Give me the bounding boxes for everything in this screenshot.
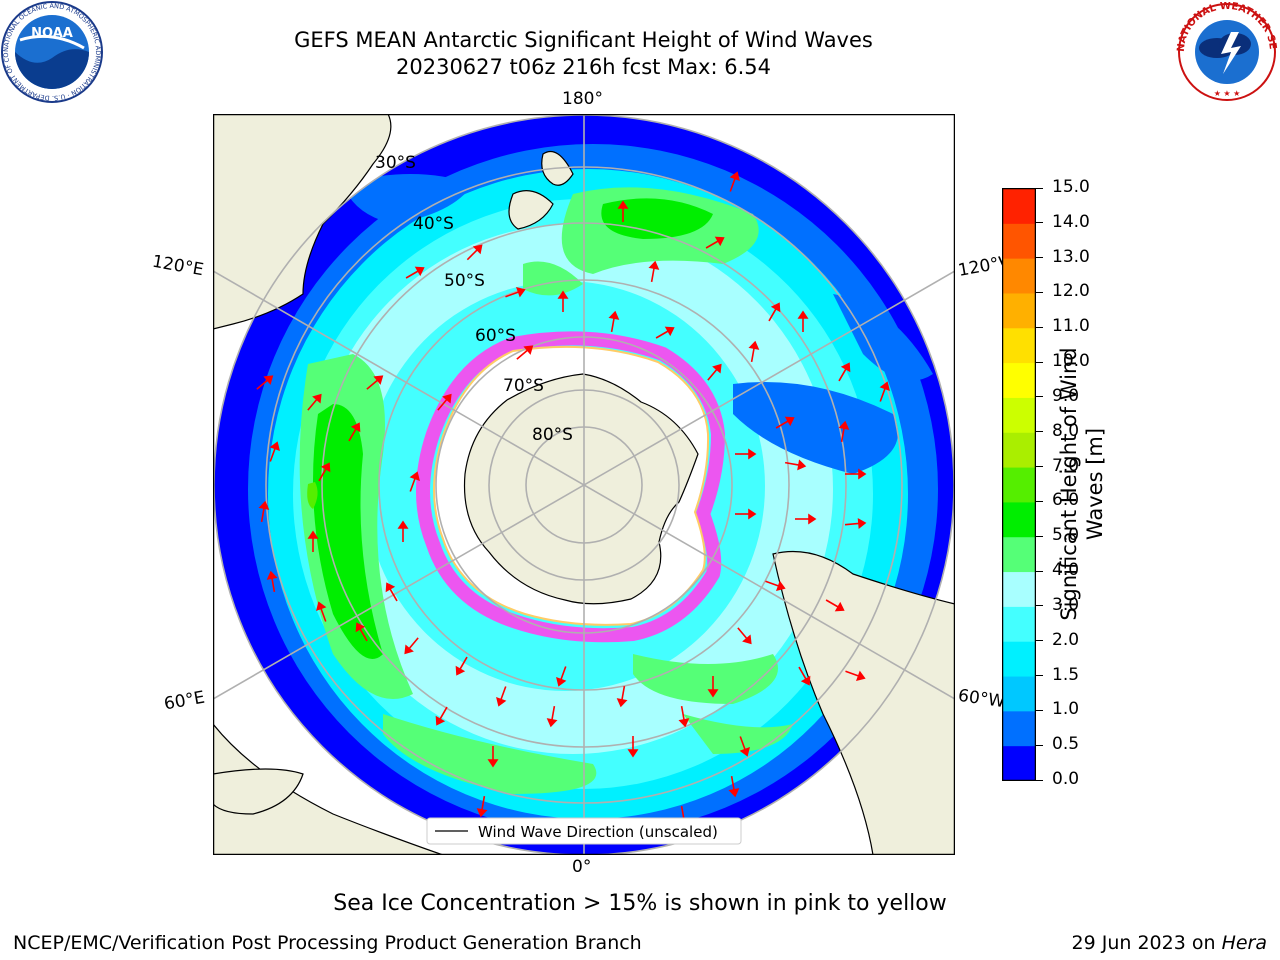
colorbar-tick-mark [1036, 640, 1043, 642]
colorbar-tick-mark [1036, 605, 1043, 607]
colorbar-segment [1002, 467, 1036, 503]
colorbar-segment [1002, 327, 1036, 364]
map-subtitle: 20230627 t06z 216h fcst Max: 6.54 [396, 55, 771, 79]
colorbar-segment [1002, 676, 1036, 712]
colorbar-segment [1002, 397, 1036, 433]
lon-label-180: 180° [562, 89, 603, 109]
colorbar-tick-mark [1036, 361, 1043, 363]
colorbar-tick-mark [1036, 709, 1043, 711]
lat-label-60: 60°S [475, 326, 516, 346]
colorbar-tick-label: 14.0 [1052, 211, 1090, 232]
footer-machine: Hera [1221, 932, 1267, 954]
colorbar-tick-label: 4.0 [1052, 560, 1080, 581]
colorbar-segment [1002, 710, 1036, 747]
lon-label-0: 0° [572, 857, 592, 877]
noaa-logo: NOAA NATIONAL OCEANIC AND ATMOSPHERIC AD… [0, 0, 103, 103]
colorbar-tick-label: 15.0 [1052, 177, 1090, 197]
footer-date: 29 Jun 2023 on Hera [1072, 932, 1267, 954]
colorbar-segment [1002, 362, 1036, 398]
colorbar-tick-mark [1036, 396, 1043, 398]
wind-wave-arrows [256, 171, 890, 828]
colorbar [1002, 188, 1036, 781]
colorbar-tick-mark [1036, 187, 1043, 189]
colorbar-segment [1002, 606, 1036, 642]
colorbar-segment [1002, 223, 1036, 259]
footer-credit: NCEP/EMC/Verification Post Processing Pr… [13, 932, 642, 954]
colorbar-tick-label: 8.0 [1052, 420, 1080, 441]
colorbar-tick-label: 1.5 [1052, 664, 1080, 685]
colorbar-tick-label: 5.0 [1052, 525, 1080, 546]
colorbar-tick-label: 1.0 [1052, 699, 1080, 720]
colorbar-tick-label: 13.0 [1052, 246, 1090, 267]
colorbar-tick-mark [1036, 500, 1043, 502]
colorbar-tick-label: 10.0 [1052, 351, 1090, 372]
colorbar-segment [1002, 188, 1036, 224]
sea-ice-edge [416, 331, 726, 643]
lat-label-50: 50°S [444, 271, 485, 291]
lat-label-40: 40°S [413, 214, 454, 234]
map-frame [213, 114, 955, 855]
colorbar-segment [1002, 536, 1036, 573]
colorbar-tick-label: 11.0 [1052, 316, 1090, 337]
colorbar-segment [1002, 571, 1036, 607]
polar-map: 30°S 40°S 50°S 60°S 70°S 80°S Wind Wave … [213, 114, 955, 855]
colorbar-tick-mark [1036, 431, 1043, 433]
latitude-labels: 30°S 40°S 50°S 60°S 70°S 80°S [375, 153, 573, 445]
colorbar-label-line1: Significant Height of Wind [1057, 347, 1081, 621]
colorbar-tick-label: 0.0 [1052, 769, 1080, 789]
lon-label-60w: 60°W [956, 685, 1007, 713]
colorbar-segment [1002, 258, 1036, 294]
colorbar-tick-mark [1036, 466, 1043, 468]
sea-ice-note: Sea Ice Concentration > 15% is shown in … [333, 891, 947, 916]
colorbar-segment [1002, 501, 1036, 538]
colorbar-tick-label: 0.5 [1052, 734, 1080, 755]
lon-label-120e: 120°E [150, 251, 206, 281]
footer-date-text: 29 Jun 2023 on [1071, 932, 1222, 954]
colorbar-tick-mark [1036, 779, 1043, 781]
colorbar-tick-mark [1036, 326, 1043, 328]
svg-text:★ ★ ★: ★ ★ ★ [1214, 89, 1241, 98]
noaa-logo-text: NOAA [31, 26, 73, 41]
colorbar-segment [1002, 292, 1036, 329]
colorbar-tick-label: 9.0 [1052, 385, 1080, 406]
map-title: GEFS MEAN Antarctic Significant Height o… [294, 28, 873, 52]
colorbar-tick-mark [1036, 222, 1043, 224]
colorbar-tick-label: 6.0 [1052, 490, 1080, 511]
legend-label: Wind Wave Direction (unscaled) [478, 823, 718, 841]
nws-logo: NATIONAL WEATHER SERVICE ★ ★ ★ [1175, 2, 1278, 101]
lat-label-70: 70°S [503, 376, 544, 396]
lat-label-30: 30°S [375, 153, 416, 173]
colorbar-tick-label: 7.0 [1052, 455, 1080, 476]
colorbar-segment [1002, 432, 1036, 468]
colorbar-segment [1002, 745, 1036, 781]
colorbar-tick-mark [1036, 291, 1043, 293]
colorbar-tick-mark [1036, 675, 1043, 677]
map-legend: Wind Wave Direction (unscaled) [426, 817, 742, 845]
colorbar-tick-mark [1036, 535, 1043, 537]
colorbar-tick-label: 2.0 [1052, 629, 1080, 650]
colorbar-label-line2: Waves [m] [1083, 427, 1107, 541]
colorbar-tick-label: 12.0 [1052, 281, 1090, 302]
colorbar-segment [1002, 641, 1036, 677]
colorbar-tick-mark [1036, 570, 1043, 572]
colorbar-tick-mark [1036, 257, 1043, 259]
colorbar-tick-label: 3.0 [1052, 594, 1080, 615]
lat-label-80: 80°S [532, 425, 573, 445]
lon-label-60e: 60°E [162, 687, 207, 715]
graticule [213, 114, 955, 855]
colorbar-tick-mark [1036, 744, 1043, 746]
